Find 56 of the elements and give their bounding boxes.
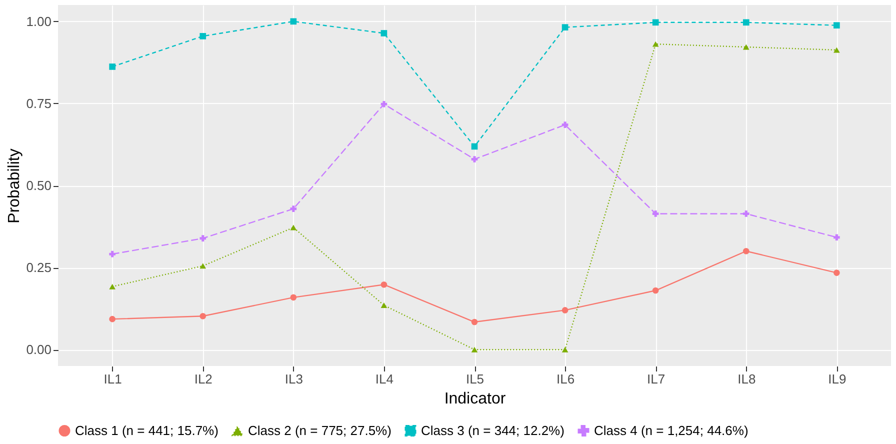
legend-label: Class 3 (n = 344; 12.2%) (421, 422, 564, 438)
y-tick-label: 0.00 (26, 342, 52, 358)
point (109, 64, 116, 70)
point (742, 19, 750, 26)
x-tick-label: IL1 (104, 372, 122, 386)
point (380, 302, 388, 308)
x-tick-label: IL3 (284, 372, 303, 386)
point (471, 156, 478, 162)
point (652, 41, 659, 47)
point (290, 206, 297, 212)
point (290, 294, 297, 301)
point (562, 122, 568, 128)
point (380, 100, 388, 108)
point (834, 22, 840, 29)
point (380, 30, 388, 36)
x-tick-label: IL9 (828, 372, 846, 386)
x-tick-label: IL5 (466, 372, 484, 386)
point (109, 284, 116, 290)
point (652, 287, 659, 294)
point (834, 234, 840, 241)
point (471, 318, 478, 326)
point (200, 263, 206, 269)
point (742, 248, 750, 254)
point (290, 18, 297, 25)
x-tick-label: IL7 (647, 372, 666, 386)
legend-label: Class 4 (n = 1,254; 44.6%) (594, 422, 748, 438)
y-tick-label: 1.00 (26, 14, 52, 29)
point (652, 210, 659, 217)
point (109, 316, 116, 322)
point (471, 346, 478, 352)
point (200, 235, 206, 242)
point (562, 307, 568, 314)
point (109, 250, 116, 258)
y-tick-label: 0.75 (26, 96, 52, 111)
y-tick-label: 0.25 (26, 260, 52, 276)
point (652, 19, 659, 26)
x-tick-label: IL6 (556, 372, 575, 386)
x-tick-label: IL8 (738, 372, 756, 386)
point (200, 312, 206, 320)
point (562, 346, 568, 352)
legend-label: Class 2 (n = 775; 27.5%) (248, 423, 392, 438)
y-axis-title: Probability (6, 148, 24, 224)
point (562, 24, 568, 30)
x-tick-label: IL2 (194, 372, 212, 386)
point (200, 33, 206, 40)
point (742, 210, 750, 217)
x-axis-title: Indicator (444, 390, 506, 408)
y-tick-label: 0.50 (26, 178, 52, 193)
point (471, 143, 478, 150)
point (834, 270, 840, 276)
point (290, 224, 297, 230)
legend-label: Class 1 (n = 441; 15.7%) (75, 422, 218, 438)
point (742, 44, 750, 50)
point (834, 47, 840, 53)
x-tick-label: IL4 (375, 372, 394, 386)
point (380, 281, 388, 288)
